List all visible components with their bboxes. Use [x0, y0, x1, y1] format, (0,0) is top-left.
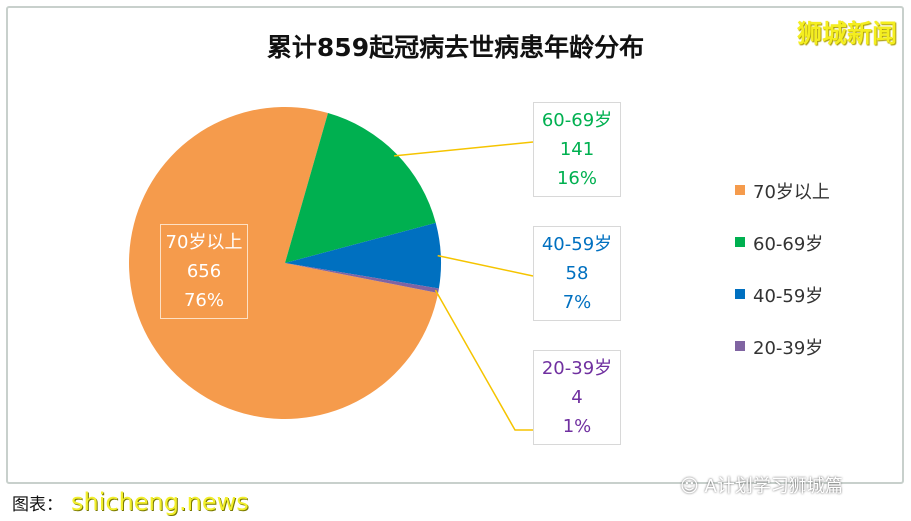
legend-item: 70岁以上: [735, 178, 830, 230]
wechat-account: ☺ A计划学习狮城篇: [680, 472, 843, 498]
label-percent: 1%: [562, 416, 592, 437]
chart-frame: [6, 6, 904, 484]
legend-label: 70岁以上: [753, 182, 830, 203]
legend-swatch: [735, 185, 745, 195]
data-label: 60-69岁 141 16%: [533, 102, 621, 197]
pie-slice-3: [285, 263, 439, 293]
source-label: 图表：: [12, 495, 63, 515]
label-category: 40-59岁: [541, 234, 613, 255]
leader-line: [437, 254, 534, 277]
leader-line: [394, 141, 534, 157]
legend-item: 20-39岁: [735, 334, 830, 386]
label-value: 656: [186, 261, 222, 282]
brand-logo: 狮城新闻: [796, 19, 897, 48]
pie-slice-0: [129, 106, 439, 419]
label-percent: 16%: [556, 168, 597, 189]
legend: 70岁以上 60-69岁 40-59岁 20-39岁: [735, 178, 830, 386]
pie-slice-1: [285, 113, 436, 263]
legend-swatch: [735, 289, 745, 299]
legend-item: 60-69岁: [735, 230, 830, 282]
data-label: 20-39岁 4 1%: [533, 350, 621, 445]
label-percent: 7%: [562, 292, 592, 313]
legend-swatch: [735, 237, 745, 247]
data-label: 40-59岁 58 7%: [533, 226, 621, 321]
legend-label: 60-69岁: [753, 234, 824, 255]
label-value: 58: [565, 263, 589, 284]
wechat-name: A计划学习狮城篇: [704, 476, 843, 497]
label-category: 20-39岁: [541, 358, 613, 379]
pie-slice-2: [285, 222, 441, 289]
label-value: 141: [559, 139, 595, 160]
legend-swatch: [735, 341, 745, 351]
watermark: shicheng.news: [71, 488, 249, 516]
legend-label: 20-39岁: [753, 338, 824, 359]
label-category: 60-69岁: [541, 110, 613, 131]
label-category: 70岁以上: [165, 232, 243, 253]
label-percent: 76%: [183, 290, 224, 311]
data-label: 70岁以上 656 76%: [160, 224, 248, 319]
chart-title: 累计859起冠病去世病患年龄分布: [266, 33, 645, 62]
legend-label: 40-59岁: [753, 286, 824, 307]
label-value: 4: [571, 387, 583, 408]
wechat-icon: ☺: [680, 476, 705, 497]
footer: 图表： shicheng.news: [12, 488, 249, 516]
legend-item: 40-59岁: [735, 282, 830, 334]
leader-line: [434, 289, 533, 431]
